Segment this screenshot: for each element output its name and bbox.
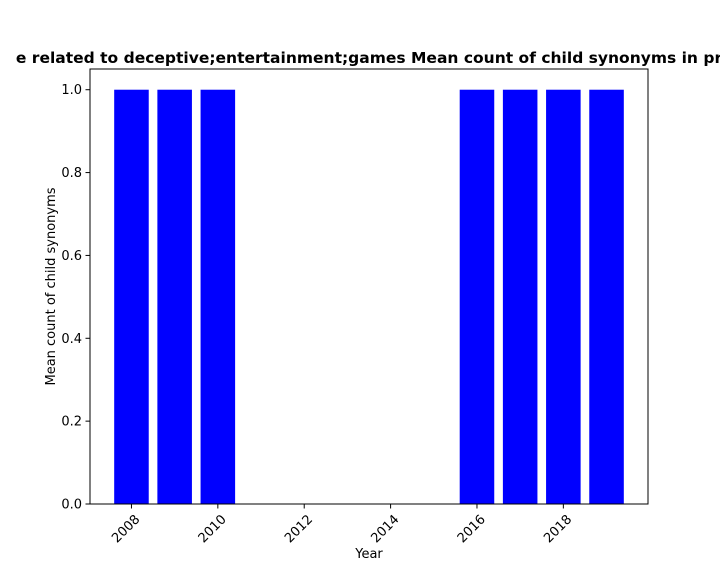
bars-group [114, 89, 624, 504]
x-tick-label: 2018 [541, 512, 575, 546]
y-axis-label: Mean count of child synonyms [44, 187, 59, 385]
x-ticks: 2008 2010 2012 2014 2016 2018 [109, 504, 575, 546]
y-tick-label: 0.8 [61, 166, 82, 181]
x-tick-label: 2010 [196, 512, 230, 546]
bar-2008 [114, 89, 149, 504]
y-tick-label: 0.6 [61, 249, 82, 264]
bar-2019 [589, 89, 624, 504]
y-tick-label: 0.4 [61, 332, 82, 347]
x-tick-label: 2012 [282, 512, 316, 546]
x-tick-label: 2014 [368, 512, 402, 546]
y-tick-label: 0.2 [61, 415, 82, 430]
bar-2018 [546, 89, 581, 504]
y-tick-label: 0.0 [61, 498, 82, 513]
x-axis-label: Year [354, 547, 383, 562]
y-tick-label: 1.0 [61, 83, 82, 98]
bar-2009 [157, 89, 192, 504]
bar-2016 [459, 89, 495, 504]
y-ticks: 0.0 0.2 0.4 0.6 0.8 1.0 [61, 83, 90, 513]
axes-frame [89, 68, 649, 505]
chart-title: e related to deceptive;entertainment;gam… [16, 49, 720, 67]
x-tick-label: 2008 [109, 512, 143, 546]
x-tick-label: 2016 [455, 512, 489, 546]
bar-2010 [200, 89, 236, 504]
bar-2017 [502, 89, 538, 504]
